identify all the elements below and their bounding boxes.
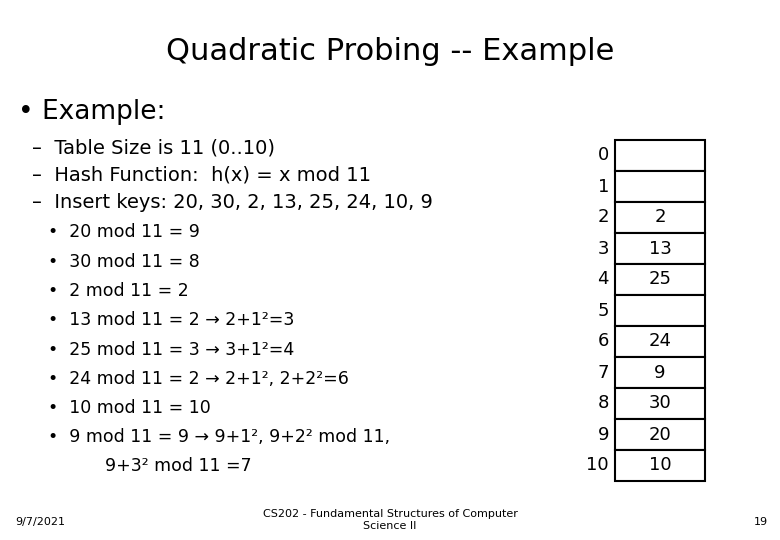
Text: 6: 6 [597, 333, 609, 350]
Text: –  Table Size is 11 (0..10): – Table Size is 11 (0..10) [32, 138, 275, 158]
Text: 10: 10 [649, 456, 672, 475]
Text: 10: 10 [587, 456, 609, 475]
Text: 24: 24 [648, 333, 672, 350]
Text: 9/7/2021: 9/7/2021 [15, 517, 65, 527]
Bar [615, 202, 705, 233]
Bar [615, 140, 705, 171]
Text: 30: 30 [649, 395, 672, 413]
Text: –  Insert keys: 20, 30, 2, 13, 25, 24, 10, 9: – Insert keys: 20, 30, 2, 13, 25, 24, 10… [32, 192, 433, 212]
Text: •  25 mod 11 = 3 → 3+1²=4: • 25 mod 11 = 3 → 3+1²=4 [48, 341, 294, 359]
Text: CS202 - Fundamental Structures of Computer
Science II: CS202 - Fundamental Structures of Comput… [263, 509, 517, 531]
Text: 19: 19 [754, 517, 768, 527]
Bar [615, 295, 705, 326]
Bar [615, 357, 705, 388]
Bar [615, 233, 705, 264]
Text: –  Hash Function:  h(x) = x mod 11: – Hash Function: h(x) = x mod 11 [32, 165, 371, 185]
Text: • Example:: • Example: [18, 99, 165, 125]
Text: 3: 3 [597, 240, 609, 258]
Text: •  10 mod 11 = 10: • 10 mod 11 = 10 [48, 399, 211, 417]
Text: 9: 9 [654, 363, 666, 381]
Text: 7: 7 [597, 363, 609, 381]
Text: 9: 9 [597, 426, 609, 443]
Text: •  9 mod 11 = 9 → 9+1², 9+2² mod 11,: • 9 mod 11 = 9 → 9+1², 9+2² mod 11, [48, 428, 390, 446]
Bar [615, 326, 705, 357]
Bar [615, 171, 705, 202]
Text: •  30 mod 11 = 8: • 30 mod 11 = 8 [48, 253, 200, 271]
Bar [615, 264, 705, 295]
Text: 25: 25 [648, 271, 672, 288]
Text: 2: 2 [597, 208, 609, 226]
Text: •  24 mod 11 = 2 → 2+1², 2+2²=6: • 24 mod 11 = 2 → 2+1², 2+2²=6 [48, 370, 349, 388]
Text: 8: 8 [597, 395, 609, 413]
Text: 20: 20 [649, 426, 672, 443]
Text: 0: 0 [597, 146, 609, 165]
Bar [615, 419, 705, 450]
Text: •  13 mod 11 = 2 → 2+1²=3: • 13 mod 11 = 2 → 2+1²=3 [48, 311, 294, 329]
Text: •  20 mod 11 = 9: • 20 mod 11 = 9 [48, 223, 200, 241]
Text: 2: 2 [654, 208, 666, 226]
Text: 5: 5 [597, 301, 609, 320]
Text: 1: 1 [597, 178, 609, 195]
Text: 9+3² mod 11 =7: 9+3² mod 11 =7 [105, 457, 252, 475]
Text: •  2 mod 11 = 2: • 2 mod 11 = 2 [48, 282, 189, 300]
Bar [615, 388, 705, 419]
Bar [615, 450, 705, 481]
Text: 13: 13 [648, 240, 672, 258]
Text: Quadratic Probing -- Example: Quadratic Probing -- Example [166, 37, 614, 66]
Text: 4: 4 [597, 271, 609, 288]
